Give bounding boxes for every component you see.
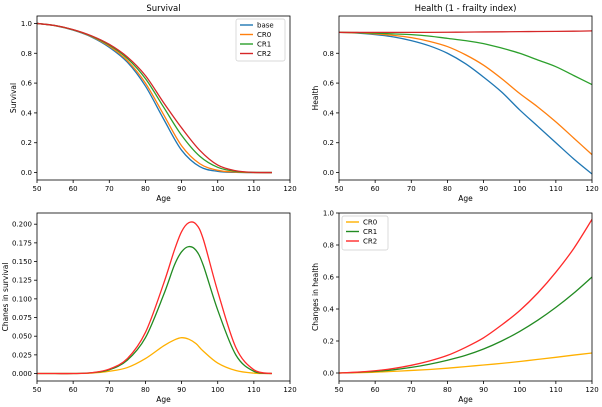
x-tick-label: 90 [177, 185, 186, 193]
x-tick-label: 50 [33, 386, 42, 394]
x-tick-label: 80 [141, 386, 150, 394]
x-tick-label: 70 [407, 386, 416, 394]
x-tick-label: 110 [549, 185, 562, 193]
x-tick-label: 120 [283, 386, 296, 394]
legend-label-cr1: CR1 [257, 41, 271, 49]
x-tick-label: 110 [247, 185, 260, 193]
x-axis-label: Age [156, 194, 171, 203]
y-tick-label: 0.200 [12, 221, 32, 229]
legend-label-base: base [257, 22, 274, 30]
chart-title: Health (1 - frailty index) [415, 4, 517, 14]
y-tick-label: 0.4 [323, 306, 335, 314]
legend-label-cr0: CR0 [257, 31, 271, 39]
x-tick-label: 80 [141, 185, 150, 193]
x-tick-label: 100 [211, 386, 224, 394]
y-tick-label: 0.8 [21, 50, 32, 58]
axes-frame [36, 15, 291, 181]
y-axis-label: Survival [9, 83, 18, 113]
series-line-cr2 [37, 22, 272, 174]
legend-label-cr0: CR0 [363, 219, 377, 227]
x-tick-label: 120 [585, 386, 598, 394]
series-line-base [339, 31, 592, 175]
legend-label-cr2: CR2 [363, 238, 377, 246]
series-line-cr0 [339, 352, 592, 374]
y-axis-label: Changes in health [311, 263, 320, 331]
x-tick-label: 100 [513, 386, 526, 394]
y-tick-label: 0.2 [323, 139, 334, 147]
series-line-cr2 [37, 221, 273, 375]
x-tick-label: 80 [443, 386, 452, 394]
series-line-cr1 [339, 31, 592, 86]
y-axis-label: Chanes in survival [1, 263, 10, 332]
series-line-cr2 [339, 30, 592, 34]
chart-panel-3: 50 60 70 80 90 100 110 120 0.000 0.025 0.050 0.075 0… [1, 212, 297, 404]
x-tick-label: 60 [69, 386, 78, 394]
legend-label-cr1: CR1 [363, 228, 377, 236]
x-tick-label: 70 [105, 386, 114, 394]
y-tick-label: 0.025 [12, 351, 32, 359]
x-tick-label: 70 [407, 185, 416, 193]
y-tick-label: 0.6 [21, 80, 33, 88]
x-tick-label: 50 [335, 386, 344, 394]
x-tick-label: 120 [585, 185, 598, 193]
x-axis-label: Age [156, 395, 171, 404]
y-tick-label: 0.2 [21, 139, 32, 147]
x-tick-label: 110 [549, 386, 562, 394]
chart-panel-2: 50 60 70 80 90 100 110 120 0.0 0.2 0.4 0.6 0.8 Age Hea… [311, 4, 599, 203]
y-tick-label: 0.125 [12, 277, 32, 285]
y-tick-label: 0.6 [323, 80, 335, 88]
series-line-cr0 [339, 31, 592, 156]
x-tick-label: 80 [443, 185, 452, 193]
y-axis-label: Health [311, 85, 320, 110]
y-tick-label: 0.0 [323, 169, 334, 177]
x-tick-label: 70 [105, 185, 114, 193]
x-tick-label: 60 [371, 386, 380, 394]
x-axis-label: Age [458, 395, 473, 404]
x-tick-label: 60 [69, 185, 78, 193]
x-tick-label: 60 [371, 185, 380, 193]
x-tick-label: 50 [335, 185, 344, 193]
legend-label-cr2: CR2 [257, 50, 271, 58]
y-tick-label: 0.000 [12, 370, 32, 378]
y-tick-label: 0.150 [12, 258, 32, 266]
y-tick-label: 0.8 [323, 50, 334, 58]
series-line-cr1 [339, 276, 592, 374]
x-tick-label: 100 [211, 185, 224, 193]
y-tick-label: 0.0 [21, 169, 32, 177]
x-tick-label: 100 [513, 185, 526, 193]
axes-frame [36, 212, 291, 382]
axes-frame [338, 15, 593, 181]
x-axis-label: Age [458, 194, 473, 203]
chart-title: Survival [146, 4, 180, 14]
chart-panel-4: 50 60 70 80 90 100 110 120 0.0 0.2 0.4 0.6 0.8 1.0 Age… [311, 210, 599, 405]
chart-panel-1: 50 60 70 80 90 100 110 120 0.0 0.2 0.4 0.6 0.8 1.0 Age… [9, 4, 297, 203]
x-tick-label: 50 [33, 185, 42, 193]
y-tick-label: 0.6 [323, 274, 335, 282]
y-tick-label: 0.100 [12, 295, 32, 303]
y-tick-label: 0.0 [323, 370, 334, 378]
y-tick-label: 0.2 [323, 338, 334, 346]
axes-frame [338, 212, 593, 382]
y-tick-label: 0.4 [21, 109, 33, 117]
y-tick-label: 0.175 [12, 239, 32, 247]
y-tick-label: 0.050 [12, 333, 32, 341]
x-tick-label: 90 [479, 185, 488, 193]
x-tick-label: 110 [247, 386, 260, 394]
legend-box [235, 18, 286, 62]
series-line-cr2 [339, 219, 592, 374]
x-tick-label: 120 [283, 185, 296, 193]
y-tick-label: 0.075 [12, 314, 32, 322]
y-tick-label: 0.4 [323, 109, 335, 117]
y-tick-label: 1.0 [21, 20, 32, 28]
y-tick-label: 0.8 [323, 242, 334, 250]
x-tick-label: 90 [177, 386, 186, 394]
y-tick-label: 1.0 [323, 210, 334, 218]
x-tick-label: 90 [479, 386, 488, 394]
